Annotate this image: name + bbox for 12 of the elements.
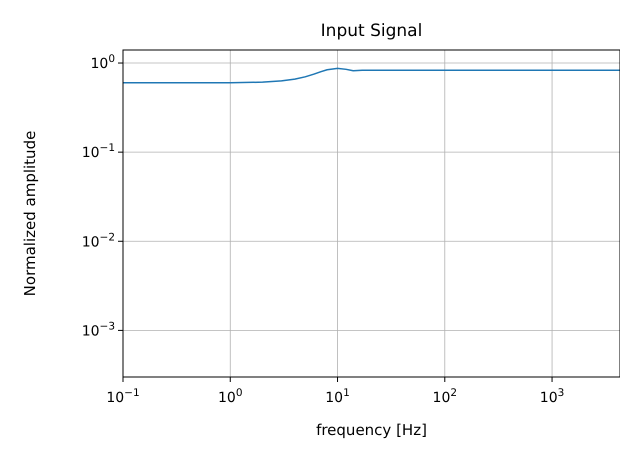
y-axis-title: Normalized amplitude xyxy=(21,130,39,296)
y-tick-label: 10$^{−2}$ xyxy=(82,231,115,250)
x-tick-label: 10$^{0}$ xyxy=(218,387,243,406)
x-tick-label: 10$^{1}$ xyxy=(325,387,350,406)
x-tick-label: 10$^{−1}$ xyxy=(106,387,140,406)
y-tick-label: 10$^{−3}$ xyxy=(82,320,115,340)
x-axis-title: frequency [Hz] xyxy=(316,421,427,439)
x-tick-label: 10$^{2}$ xyxy=(432,387,458,406)
y-tick-label: 10$^{−1}$ xyxy=(82,142,115,162)
y-tick-label: 10$^{0}$ xyxy=(90,53,115,72)
x-tick-label: 10$^{3}$ xyxy=(540,387,564,406)
chart-title: Input Signal xyxy=(320,21,422,41)
